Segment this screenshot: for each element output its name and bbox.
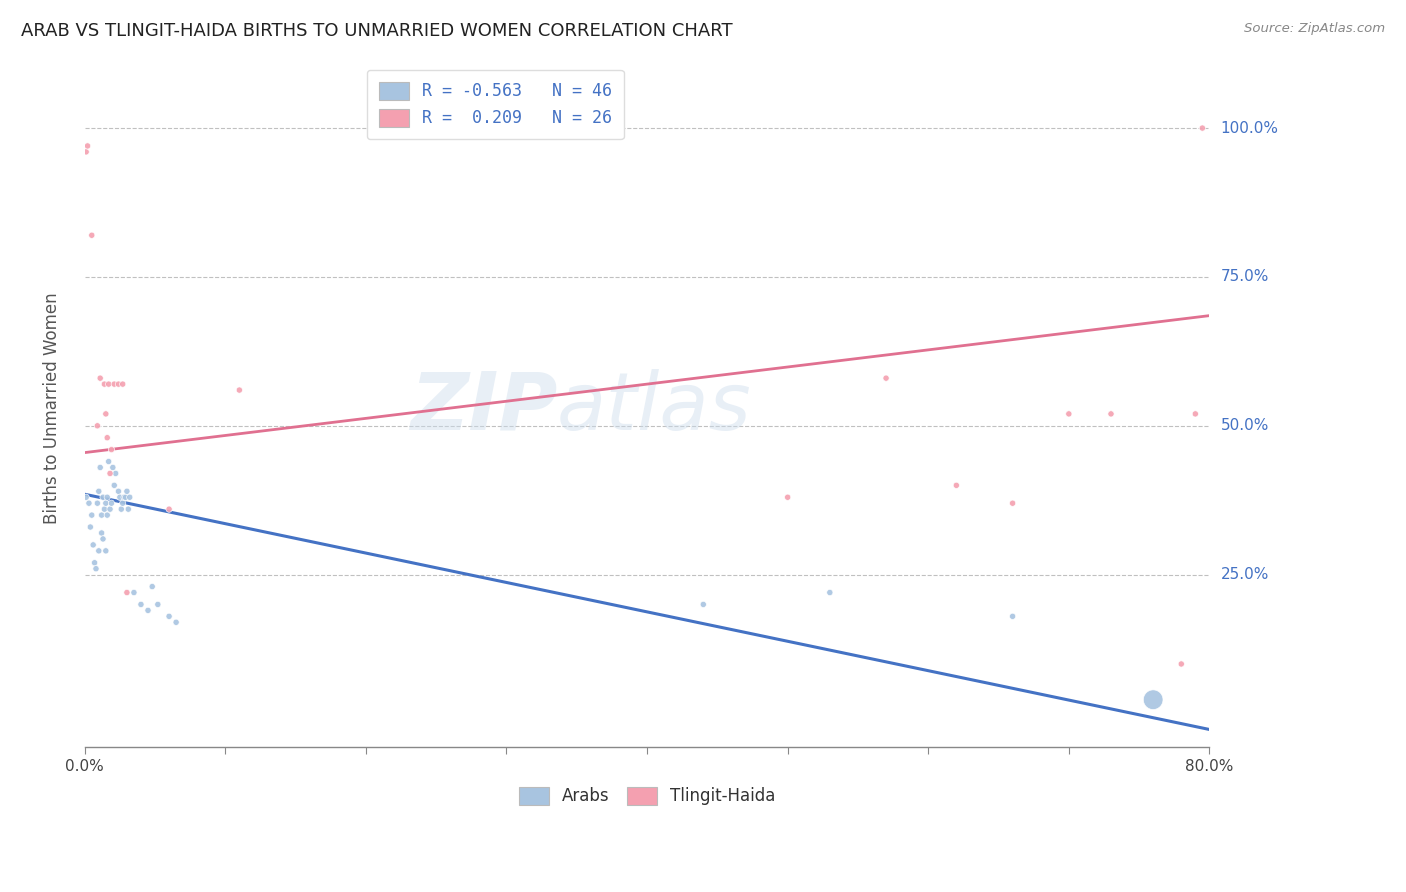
Point <box>100 496 122 510</box>
Point <box>76 139 98 153</box>
Point <box>87 544 110 558</box>
Point <box>692 598 714 612</box>
Point <box>90 508 112 522</box>
Point <box>165 615 187 630</box>
Point <box>103 377 125 392</box>
Point <box>146 598 169 612</box>
Point <box>89 371 111 385</box>
Point <box>103 478 125 492</box>
Point <box>112 490 135 504</box>
Text: atlas: atlas <box>557 369 752 447</box>
Point <box>1191 121 1213 136</box>
Point <box>117 502 139 516</box>
Point <box>89 460 111 475</box>
Point <box>79 520 101 534</box>
Point <box>1184 407 1206 421</box>
Point <box>93 377 115 392</box>
Legend: Arabs, Tlingit-Haida: Arabs, Tlingit-Haida <box>510 779 783 814</box>
Point <box>107 484 129 499</box>
Point <box>96 490 118 504</box>
Point <box>98 502 121 516</box>
Point <box>82 538 104 552</box>
Point <box>115 484 138 499</box>
Point <box>75 490 97 504</box>
Point <box>80 508 103 522</box>
Point <box>94 496 117 510</box>
Point <box>115 585 138 599</box>
Point <box>77 496 100 510</box>
Point <box>94 544 117 558</box>
Point <box>93 502 115 516</box>
Point <box>118 490 141 504</box>
Text: ZIP: ZIP <box>409 369 557 447</box>
Text: 25.0%: 25.0% <box>1220 567 1268 582</box>
Point <box>122 585 145 599</box>
Point <box>97 454 120 468</box>
Text: 75.0%: 75.0% <box>1220 269 1268 285</box>
Point <box>945 478 967 492</box>
Point <box>141 580 163 594</box>
Point <box>111 377 134 392</box>
Point <box>96 431 118 445</box>
Point <box>776 490 799 504</box>
Point <box>157 502 180 516</box>
Point <box>107 377 129 392</box>
Point <box>97 377 120 392</box>
Point <box>228 383 250 397</box>
Point <box>90 526 112 541</box>
Point <box>157 609 180 624</box>
Point <box>84 562 107 576</box>
Point <box>1170 657 1192 671</box>
Point <box>111 496 134 510</box>
Point <box>104 467 127 481</box>
Text: 100.0%: 100.0% <box>1220 120 1278 136</box>
Point <box>80 228 103 243</box>
Point <box>94 407 117 421</box>
Point <box>86 496 108 510</box>
Point <box>818 585 841 599</box>
Point <box>83 556 105 570</box>
Point <box>1001 496 1024 510</box>
Point <box>136 603 159 617</box>
Point <box>98 467 121 481</box>
Text: 50.0%: 50.0% <box>1220 418 1268 434</box>
Text: Source: ZipAtlas.com: Source: ZipAtlas.com <box>1244 22 1385 36</box>
Point <box>91 532 114 546</box>
Point <box>1099 407 1122 421</box>
Point <box>1057 407 1080 421</box>
Point <box>86 418 108 433</box>
Point <box>75 145 97 159</box>
Point <box>1001 609 1024 624</box>
Y-axis label: Births to Unmarried Women: Births to Unmarried Women <box>44 292 60 524</box>
Point <box>1142 692 1164 706</box>
Point <box>96 508 118 522</box>
Point <box>108 490 131 504</box>
Point <box>110 502 132 516</box>
Point <box>100 442 122 457</box>
Point <box>91 490 114 504</box>
Point <box>101 460 124 475</box>
Point <box>87 484 110 499</box>
Point <box>114 490 136 504</box>
Text: ARAB VS TLINGIT-HAIDA BIRTHS TO UNMARRIED WOMEN CORRELATION CHART: ARAB VS TLINGIT-HAIDA BIRTHS TO UNMARRIE… <box>21 22 733 40</box>
Point <box>875 371 897 385</box>
Point <box>129 598 152 612</box>
